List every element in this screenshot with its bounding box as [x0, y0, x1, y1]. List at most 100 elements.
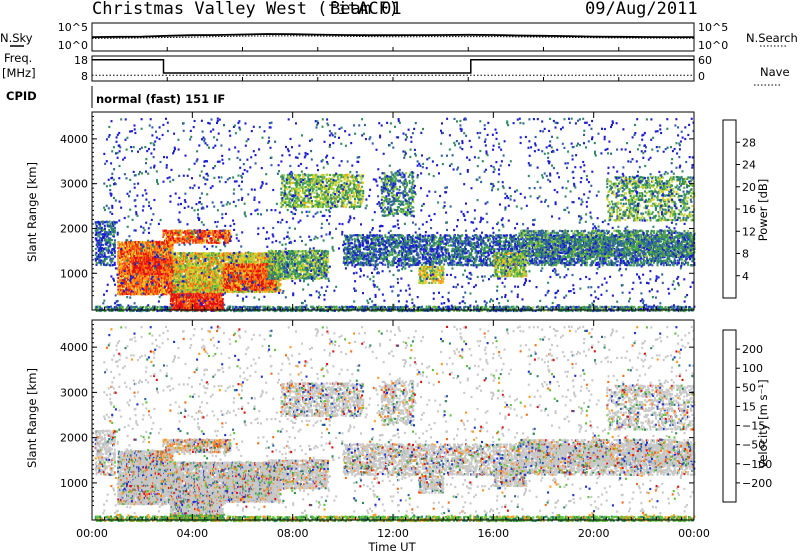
power-cell: [489, 305, 492, 308]
power-cell: [158, 286, 161, 289]
power-cell: [120, 251, 123, 254]
power-cell: [485, 305, 488, 308]
power-cell: [672, 305, 674, 308]
power-cell: [153, 250, 155, 253]
power-cell: [207, 298, 210, 301]
power-cell: [311, 307, 314, 310]
power-cell: [139, 269, 142, 272]
power-cell: [143, 243, 146, 246]
power-cell: [447, 305, 450, 308]
power-cell: [181, 239, 184, 242]
power-cell: [156, 262, 159, 265]
power-cell: [154, 271, 157, 274]
power-cell: [183, 235, 186, 238]
power-cell: [487, 307, 490, 311]
power-cell: [154, 258, 157, 261]
power-cell: [111, 223, 114, 226]
power-cell: [103, 227, 106, 230]
power-cell: [167, 272, 170, 275]
power-cell: [410, 307, 413, 310]
power-cell: [280, 306, 283, 309]
power-cell: [577, 307, 580, 310]
power-cell: [169, 270, 172, 273]
power-cell: [109, 243, 112, 246]
power-cell: [151, 268, 154, 271]
power-cell: [113, 241, 116, 245]
power-cell: [161, 308, 164, 311]
power-cell: [98, 221, 101, 224]
power-cell: [122, 274, 125, 277]
power-cell: [208, 295, 211, 298]
nsky-label: N.Sky: [0, 31, 33, 45]
power-cell: [122, 308, 125, 311]
power-cell: [276, 307, 279, 310]
power-cell: [128, 250, 131, 253]
power-cell: [399, 306, 402, 309]
power-cell: [124, 267, 127, 270]
power-cell: [177, 302, 180, 305]
power-cell: [160, 281, 163, 284]
power-cell: [280, 309, 283, 313]
power-cell: [143, 254, 145, 258]
power-cell: [141, 263, 144, 266]
power-cell: [387, 305, 390, 309]
power-cell: [665, 307, 668, 310]
power-cell: [171, 274, 174, 277]
power-cell: [380, 309, 383, 312]
power-cell: [213, 276, 216, 280]
power-cell: [200, 296, 203, 299]
power-cell: [183, 293, 186, 296]
freq-tick-low: 8: [81, 70, 88, 83]
power-cell: [122, 309, 125, 313]
power-cell: [127, 270, 130, 273]
power-cell: [431, 309, 434, 312]
power-cell: [126, 269, 129, 272]
power-cell: [165, 267, 168, 270]
power-cell: [244, 309, 247, 312]
power-cell: [99, 253, 102, 256]
power-cell: [293, 306, 296, 309]
power-cell: [105, 263, 108, 266]
power-cell: [123, 275, 126, 278]
power-cell: [112, 227, 114, 230]
power-cell: [149, 270, 152, 273]
power-cell: [436, 308, 439, 311]
power-cell: [119, 273, 122, 276]
power-cell: [644, 308, 647, 311]
power-cell: [163, 267, 165, 270]
power-cell: [137, 243, 139, 246]
power-cell: [226, 307, 229, 310]
power-cell: [145, 270, 148, 273]
power-cell: [199, 297, 202, 301]
power-cell: [130, 269, 132, 272]
power-cell: [589, 305, 592, 309]
power-cell: [126, 284, 129, 287]
power-cell: [165, 289, 168, 292]
power-cell: [229, 229, 232, 232]
power-cell: [171, 252, 174, 255]
power-cell: [148, 306, 151, 309]
power-cell: [587, 307, 590, 310]
power-cell: [184, 302, 187, 305]
power-cell: [128, 259, 131, 262]
power-cell: [177, 256, 180, 259]
power-cell: [528, 305, 531, 309]
power-cell: [114, 243, 116, 247]
power-cell: [514, 309, 516, 312]
power-cell: [481, 305, 484, 309]
power-cell: [175, 304, 178, 307]
power-cell: [133, 241, 136, 244]
power-cell: [638, 306, 641, 309]
power-cell: [579, 309, 582, 313]
power-cell: [111, 249, 113, 252]
power-cell: [154, 262, 157, 266]
power-cell: [552, 308, 555, 311]
power-cell: [169, 299, 172, 303]
power-cell: [110, 305, 112, 308]
power-cell: [127, 261, 130, 264]
power-cell: [207, 290, 210, 293]
power-cell: [195, 298, 198, 301]
power-cell: [145, 309, 148, 313]
power-cell: [160, 276, 163, 280]
power-cell: [584, 306, 587, 309]
